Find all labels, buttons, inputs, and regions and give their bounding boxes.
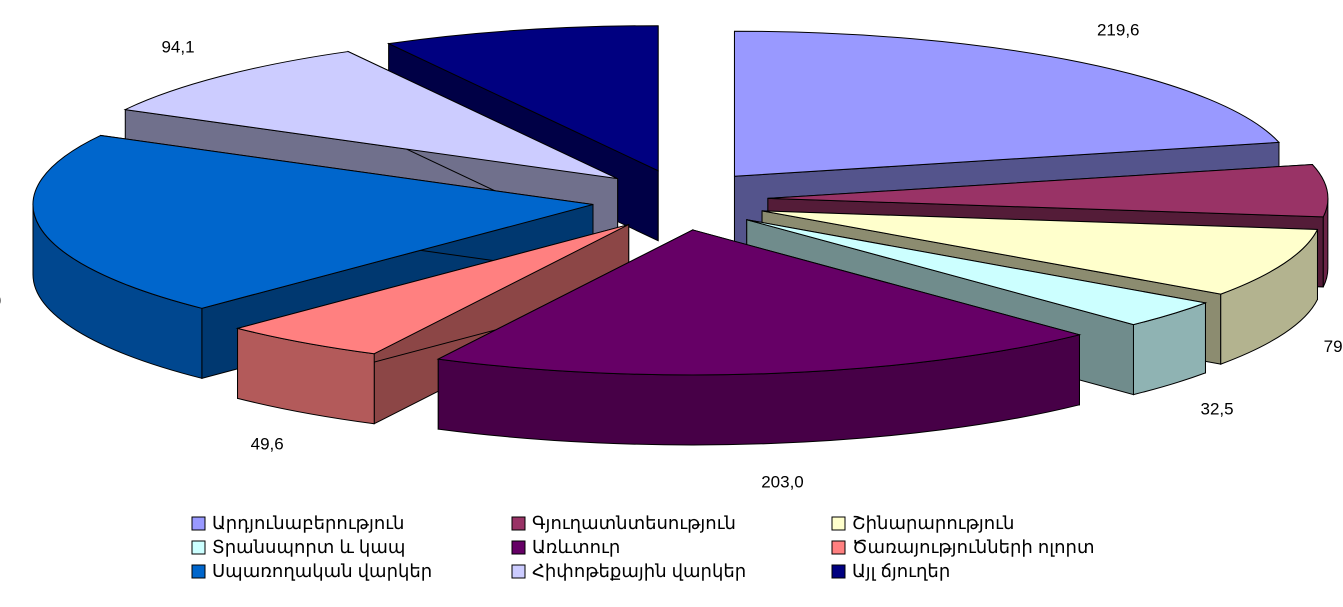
legend-label-8: Հիփոթեքային վարկեր: [532, 561, 746, 581]
legend-swatch-5: [511, 540, 526, 555]
legend-swatch-7: [191, 564, 206, 579]
legend-swatch-2: [511, 516, 526, 531]
legend-item-5: Առևտուր: [511, 537, 620, 557]
data-label-4: 32,5: [1201, 400, 1234, 419]
legend-item-3: Շինարարություն: [831, 513, 1014, 533]
legend-item-1: Արդյունաբերություն: [191, 513, 404, 533]
slice-5-top: [436, 229, 1082, 376]
legend-label-1: Արդյունաբերություն: [212, 513, 404, 533]
data-label-1: 219,6: [1097, 20, 1140, 39]
slice-8-top: [123, 51, 618, 180]
legend: Արդյունաբերություն Գյուղատնտեսություն Շինա…: [191, 513, 1094, 581]
legend-swatch-9: [831, 564, 846, 579]
data-label-8: 94,1: [161, 38, 194, 57]
legend-swatch-6: [831, 540, 846, 555]
legend-label-9: Այլ ճյուղեր: [852, 561, 950, 581]
slice-2-top: [767, 163, 1329, 218]
legend-label-7: Սպառողական վարկեր: [212, 561, 432, 581]
legend-item-9: Այլ ճյուղեր: [831, 561, 950, 581]
legend-label-2: Գյուղատնտեսություն: [532, 513, 736, 533]
slice-1-top: [733, 30, 1281, 177]
legend-swatch-4: [191, 540, 206, 555]
slice-4-top: [746, 219, 1208, 326]
legend-item-8: Հիփոթեքային վարկեր: [511, 561, 746, 581]
legend-item-2: Գյուղատնտեսություն: [511, 513, 736, 533]
slice-7-top: [32, 134, 594, 309]
data-label-5: 203,0: [761, 472, 804, 491]
legend-item-7: Սպառողական վարկեր: [191, 561, 432, 581]
slice-3-top: [761, 210, 1319, 295]
data-label-6: 49,6: [251, 434, 284, 453]
legend-item-4: Տրանսպորտ և կապ: [191, 537, 405, 557]
legend-swatch-1: [191, 516, 206, 531]
data-label-3: 79,4: [1324, 337, 1343, 356]
legend-swatch-8: [511, 564, 526, 579]
legend-item-6: Ծառայությունների ոլորտ: [831, 537, 1094, 557]
legend-swatch-3: [831, 516, 846, 531]
data-label-7: 212,9: [0, 292, 1, 311]
legend-label-3: Շինարարություն: [852, 513, 1014, 533]
legend-label-5: Առևտուր: [532, 537, 620, 557]
slice-9-top: [386, 25, 659, 172]
slice-tops: [32, 25, 1329, 376]
legend-label-6: Ծառայությունների ոլորտ: [852, 537, 1094, 557]
legend-label-4: Տրանսպորտ և կապ: [212, 537, 405, 557]
slice-6-top: [235, 224, 629, 355]
